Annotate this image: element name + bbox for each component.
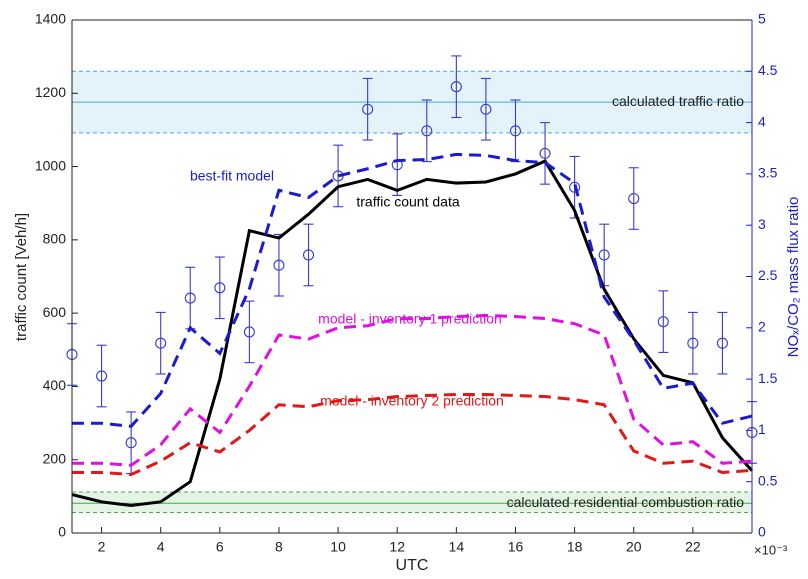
observation-point xyxy=(628,192,640,205)
y-tick-label: 1000 xyxy=(35,157,66,173)
y2-axis-label: NOₓ/CO₂ mass flux ratio xyxy=(785,197,802,358)
observation-point xyxy=(96,370,108,382)
y-tick-label: 1200 xyxy=(35,84,66,100)
y-tick-label: 200 xyxy=(43,450,67,466)
observation-point xyxy=(421,125,433,137)
y2-tick-label: 3.5 xyxy=(758,165,778,181)
observation-point xyxy=(125,437,137,449)
x-tick-label: 4 xyxy=(157,539,165,555)
x-tick-label: 6 xyxy=(216,539,224,555)
band xyxy=(72,491,752,513)
x-tick-label: 16 xyxy=(508,539,524,555)
y2-tick-label: 2.5 xyxy=(758,267,778,283)
observation-point xyxy=(539,147,551,159)
observation-point xyxy=(716,337,728,349)
x-tick-label: 20 xyxy=(626,539,642,555)
observation-point xyxy=(450,81,462,93)
series-line xyxy=(72,392,753,477)
observation-point xyxy=(214,282,226,294)
x-tick-label: 14 xyxy=(449,539,465,555)
observation-point xyxy=(598,249,610,261)
x-tick-label: 8 xyxy=(275,539,283,555)
series-label: model - inventory 2 prediction xyxy=(320,393,504,409)
x-tick-label: 2 xyxy=(98,539,106,555)
y-tick-label: 600 xyxy=(43,304,67,320)
observation-point xyxy=(155,337,167,349)
y2-tick-label: 4.5 xyxy=(758,62,778,78)
observation-point xyxy=(302,249,315,261)
series-label: traffic count data xyxy=(356,194,459,210)
y2-tick-label: 1.5 xyxy=(758,370,778,386)
band-label: calculated traffic ratio xyxy=(612,93,744,109)
y-tick-label: 400 xyxy=(43,377,67,393)
y2-tick-label: 2 xyxy=(758,319,766,335)
series-label: best-fit model xyxy=(190,168,274,184)
x-tick-label: 12 xyxy=(389,539,405,555)
x-tick-label: 18 xyxy=(567,539,583,555)
series-line xyxy=(72,152,753,428)
y2-tick-label: 4 xyxy=(758,113,766,129)
y2-multiplier: ×10⁻³ xyxy=(754,542,788,557)
series-label: model - inventory 1 prediction xyxy=(318,311,502,327)
y2-tick-label: 5 xyxy=(758,11,766,27)
observation-point xyxy=(509,125,522,137)
observation-point xyxy=(480,103,492,115)
y2-tick-label: 0 xyxy=(758,524,766,540)
x-tick-label: 10 xyxy=(330,539,346,555)
observation-point xyxy=(273,259,285,271)
observation-point xyxy=(243,326,255,338)
observation-point xyxy=(184,292,196,304)
y-tick-label: 0 xyxy=(58,524,66,540)
y2-tick-label: 0.5 xyxy=(758,472,778,488)
y-tick-label: 800 xyxy=(43,231,67,247)
observation-point xyxy=(657,316,669,328)
y2-tick-label: 1 xyxy=(758,421,766,437)
series-line xyxy=(72,313,753,467)
x-tick-label: 22 xyxy=(685,539,701,555)
y-tick-label: 1400 xyxy=(35,11,66,27)
x-axis-label: UTC xyxy=(396,557,429,574)
y-axis-label: traffic count [Veh/h] xyxy=(13,213,30,341)
observation-point xyxy=(362,103,374,115)
series-line xyxy=(71,159,754,508)
band-label: calculated residential combustion ratio xyxy=(507,494,745,510)
observation-point xyxy=(569,181,581,193)
observation-point xyxy=(687,337,699,349)
y2-tick-label: 3 xyxy=(758,216,766,232)
